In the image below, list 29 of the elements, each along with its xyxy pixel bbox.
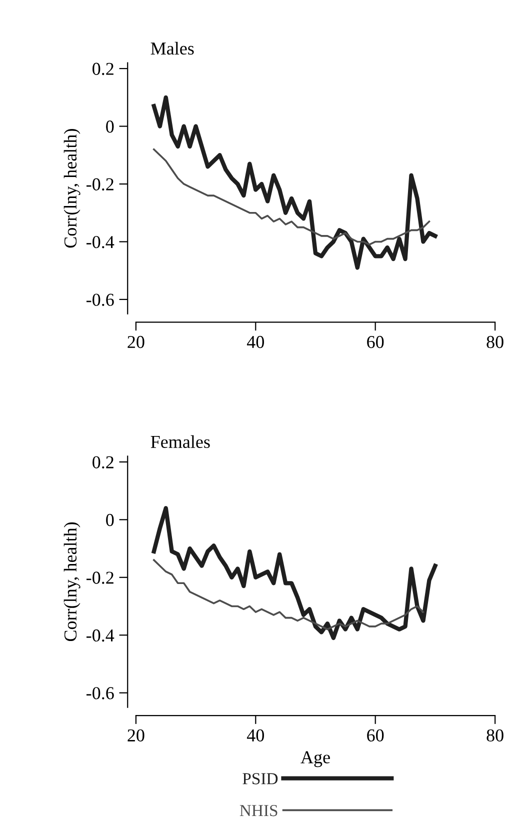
y-tick-label: 0 <box>106 120 114 133</box>
x-tick-label: 60 <box>367 336 384 348</box>
line-series <box>152 506 438 640</box>
y-axis-title: Corr(lny, health) <box>64 129 80 248</box>
x-tick-label: 80 <box>486 336 504 348</box>
x-tick-label: 60 <box>367 729 384 742</box>
x-tick-label: 20 <box>128 336 144 348</box>
y-tick-label: 0.2 <box>92 456 114 468</box>
y-tick-label: 0 <box>106 514 114 526</box>
chart-title: Females <box>150 435 210 448</box>
line-series <box>152 559 424 630</box>
y-tick-label: -0.4 <box>86 236 114 248</box>
line-series <box>152 148 430 246</box>
y-axis-title: Corr(lny, health) <box>64 522 80 642</box>
x-tick-label: 20 <box>128 729 144 742</box>
x-tick-label: 40 <box>246 729 264 742</box>
text: NHIS <box>240 805 278 816</box>
chart-title: Males <box>150 42 194 55</box>
text: PSID <box>242 773 278 784</box>
x-tick-label: 40 <box>246 336 264 348</box>
y-tick-label: 0.2 <box>92 62 114 76</box>
x-axis-title: Age <box>300 751 330 768</box>
y-tick-label: -0.6 <box>86 294 114 306</box>
y-tick-label: -0.4 <box>86 629 114 642</box>
y-tick-label: -0.6 <box>86 687 114 700</box>
x-tick-label: 80 <box>486 729 504 742</box>
line-series <box>152 95 438 270</box>
y-tick-label: -0.2 <box>86 572 114 584</box>
y-tick-label: -0.2 <box>86 178 114 191</box>
